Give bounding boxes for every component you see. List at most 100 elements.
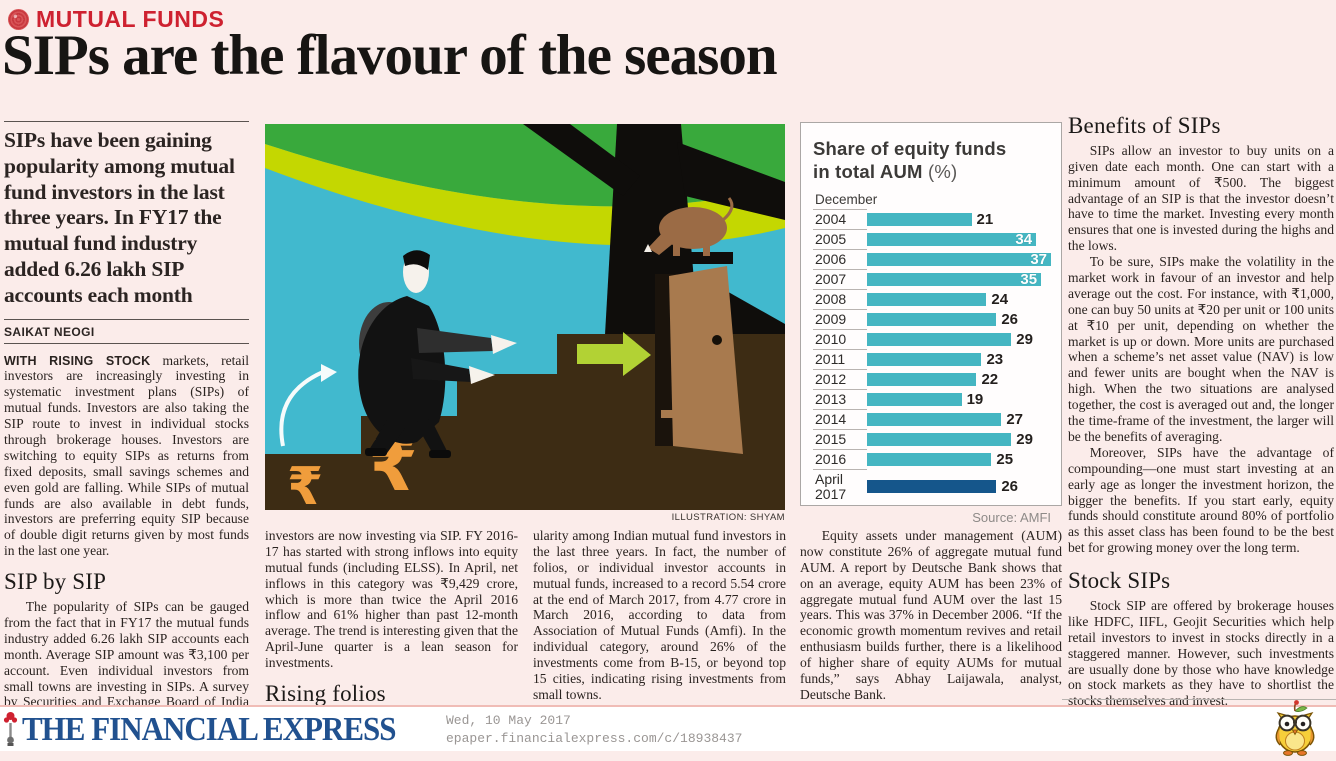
newspaper-logo-text: THE FINANCIAL EXPRESS bbox=[22, 709, 396, 748]
bar-value-label: 22 bbox=[981, 370, 999, 388]
chart-bar-row: 2005 34 bbox=[813, 229, 1051, 249]
bar-value-label: 23 bbox=[986, 350, 1004, 368]
paragraph: WITH RISING STOCK markets, retail invest… bbox=[4, 353, 249, 560]
divider bbox=[1062, 699, 1336, 700]
paragraph: SIPs allow an investor to buy units on a… bbox=[1068, 142, 1334, 254]
bar-track: 21 bbox=[867, 211, 1051, 228]
bar-value-label: 24 bbox=[991, 290, 1009, 308]
paragraph: To be sure, SIPs make the volatility in … bbox=[1068, 254, 1334, 444]
chart-bar: 37 bbox=[867, 250, 1051, 268]
bar-value-label: 29 bbox=[1016, 430, 1033, 448]
chart-bar bbox=[867, 212, 972, 226]
chart-bar bbox=[867, 352, 982, 366]
year-label: 2006 bbox=[813, 249, 867, 269]
year-label: April 2017 bbox=[813, 469, 867, 503]
bar-track: 37 bbox=[867, 250, 1051, 268]
divider bbox=[4, 342, 249, 344]
chart-bar-row: 2012 22 bbox=[813, 369, 1051, 389]
divider bbox=[4, 318, 249, 320]
chart-bar: 34 bbox=[867, 230, 1037, 248]
paragraph: investors are now investing via SIP. FY … bbox=[265, 528, 518, 671]
rupee-symbol: ₹ bbox=[287, 457, 323, 510]
bar-track: 25 bbox=[867, 451, 1051, 468]
chart-title: Share of equity funds in total AUM (%) bbox=[813, 137, 1051, 183]
body-text: WITH RISING STOCK markets, retail invest… bbox=[4, 353, 249, 743]
businessman bbox=[358, 250, 517, 458]
column-1: SIPs have been gaining popularity among … bbox=[4, 121, 249, 742]
section-kicker: MUTUAL FUNDS bbox=[8, 6, 224, 33]
year-label: 2008 bbox=[813, 289, 867, 309]
chart-bar bbox=[867, 332, 1012, 346]
chart-bar-row: 2006 37 bbox=[813, 249, 1051, 269]
chart-bar bbox=[867, 432, 1012, 446]
newspaper-emblem-icon bbox=[3, 712, 18, 746]
chart-bar bbox=[867, 479, 997, 494]
bar-value-label: 37 bbox=[1030, 250, 1047, 268]
illustration-graphic: ₹ ₹ bbox=[265, 124, 785, 510]
chart-bar bbox=[867, 372, 977, 386]
bar-track: 26 bbox=[867, 310, 1051, 328]
paragraph: Stock SIP are offered by brokerage house… bbox=[1068, 597, 1334, 709]
year-label: 2013 bbox=[813, 389, 867, 409]
year-label: 2016 bbox=[813, 449, 867, 469]
year-label: 2011 bbox=[813, 349, 867, 369]
chart-bar bbox=[867, 392, 962, 406]
chart-title-unit: (%) bbox=[922, 161, 958, 183]
year-label: 2010 bbox=[813, 329, 867, 349]
year-label: 2009 bbox=[813, 309, 867, 329]
growth-arrow-icon bbox=[279, 364, 337, 447]
chart-bar-row: April 2017 26 bbox=[813, 469, 1051, 503]
bar-value-label: 19 bbox=[966, 390, 984, 408]
bar-track: 22 bbox=[867, 370, 1051, 388]
illustration-credit: ILLUSTRATION: SHYAM bbox=[671, 512, 785, 523]
chart-bar-row: 2009 26 bbox=[813, 309, 1051, 329]
article-headline: SIPs are the flavour of the season bbox=[2, 24, 778, 87]
chart-bar-row: 2004 21 bbox=[813, 209, 1051, 229]
door-arrow-icon bbox=[577, 332, 651, 376]
chart-axis-label: December bbox=[815, 192, 878, 208]
section-heading-sip-by-sip: SIP by SIP bbox=[4, 569, 107, 595]
year-label: 2012 bbox=[813, 369, 867, 389]
bar-value-label: 27 bbox=[1006, 410, 1023, 428]
bar-track: 27 bbox=[867, 410, 1051, 428]
divider bbox=[4, 121, 249, 122]
owl-mascot bbox=[1267, 698, 1323, 761]
year-label: 2004 bbox=[813, 209, 867, 229]
section-heading-benefits: Benefits of SIPs bbox=[1068, 113, 1221, 138]
aum-share-chart: Share of equity funds in total AUM (%) D… bbox=[800, 122, 1062, 525]
chart-bar bbox=[867, 452, 992, 466]
footer-bar: THE FINANCIAL EXPRESS Wed, 10 May 2017 e… bbox=[0, 700, 1336, 756]
column-5: Benefits of SIPs SIPs allow an investor … bbox=[1068, 113, 1334, 709]
chart-rows: 2004 21 2005 34 2006 37 2007 35 2008 24 … bbox=[813, 209, 1051, 503]
column-2: investors are now investing via SIP. FY … bbox=[265, 528, 518, 727]
chart-bar-row: 2011 23 bbox=[813, 349, 1051, 369]
standfirst: SIPs have been gaining popularity among … bbox=[4, 128, 235, 307]
bar-track: 29 bbox=[867, 430, 1051, 448]
footer-url[interactable]: epaper.financialexpress.com/c/18938437 bbox=[446, 730, 743, 746]
chart-bar-row: 2010 29 bbox=[813, 329, 1051, 349]
year-label: 2014 bbox=[813, 409, 867, 429]
year-label: 2015 bbox=[813, 429, 867, 449]
column-4: Equity assets under management (AUM) now… bbox=[800, 528, 1062, 703]
paragraph: Moreover, SIPs have the advantage of com… bbox=[1068, 444, 1334, 556]
paragraph: ularity among Indian mutual fund investo… bbox=[533, 528, 786, 702]
bar-track: 26 bbox=[867, 477, 1051, 495]
year-label: 2007 bbox=[813, 269, 867, 289]
chart-bar bbox=[867, 412, 1002, 426]
chart-bar-row: 2007 35 bbox=[813, 269, 1051, 289]
chart-bar-row: 2008 24 bbox=[813, 289, 1051, 309]
chart-title-line1: Share of equity funds bbox=[813, 138, 1007, 159]
chart-bar-row: 2014 27 bbox=[813, 409, 1051, 429]
newspaper-logo: THE FINANCIAL EXPRESS bbox=[3, 709, 396, 748]
bar-value-label: 29 bbox=[1016, 330, 1033, 348]
bar-value-label: 34 bbox=[1015, 230, 1033, 248]
bar-track: 19 bbox=[867, 390, 1051, 408]
chart-bar: 35 bbox=[867, 271, 1042, 288]
chart-bar bbox=[867, 312, 997, 326]
owl-mascot-icon bbox=[1275, 700, 1315, 756]
bar-track: 34 bbox=[867, 230, 1051, 248]
bar-value-label: 26 bbox=[1001, 477, 1019, 495]
byline: SAIKAT NEOGI bbox=[4, 324, 95, 339]
bar-value-label: 26 bbox=[1001, 310, 1019, 328]
bar-track: 24 bbox=[867, 290, 1051, 308]
